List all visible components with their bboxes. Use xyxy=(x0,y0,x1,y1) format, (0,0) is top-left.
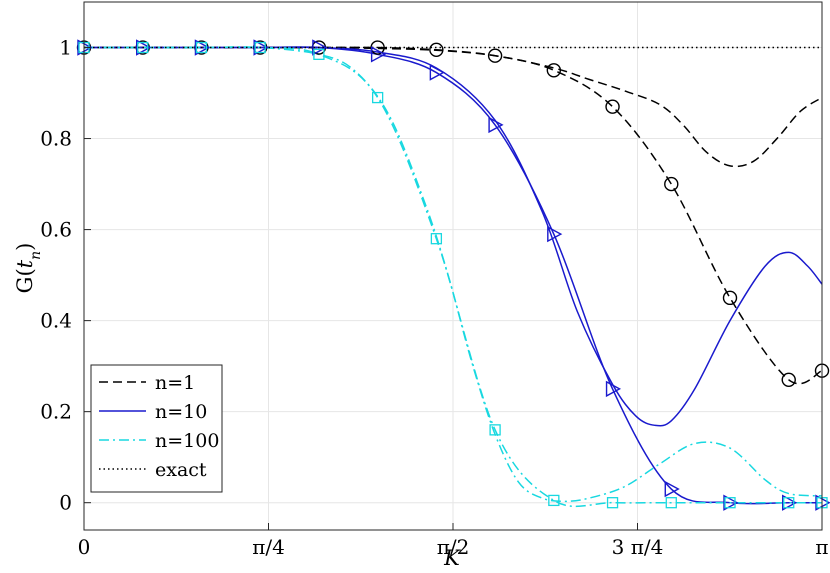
legend: n=1 n=10 n=100 exact xyxy=(90,364,223,493)
legend-box xyxy=(90,364,223,493)
marker-circle xyxy=(781,372,796,387)
series-line-n100-approx xyxy=(83,46,823,503)
marker-circle xyxy=(664,176,679,192)
marker-square xyxy=(371,91,384,104)
legend-label-exact: exact xyxy=(155,459,207,481)
legend-label-n100: n=100 xyxy=(155,430,219,452)
y-tick-label: 1 xyxy=(59,36,72,60)
marker-square xyxy=(606,497,619,509)
marker-square xyxy=(548,494,560,507)
y-tick-label: 0.4 xyxy=(40,309,72,333)
marker-square xyxy=(430,233,443,245)
marker-triangle xyxy=(664,480,680,498)
marker-circle xyxy=(546,63,562,78)
marker-triangle xyxy=(370,46,387,63)
axis-ticks xyxy=(83,47,823,530)
y-tick-label: 0 xyxy=(59,491,72,515)
marker-square xyxy=(195,41,208,54)
marker-triangle xyxy=(312,39,328,56)
x-tick-label: 0 xyxy=(78,535,91,559)
marker-circle xyxy=(429,42,444,57)
marker-triangle xyxy=(605,380,622,398)
marker-square xyxy=(783,497,795,509)
marker-circle xyxy=(722,290,738,306)
y-axis-label: G(tn) xyxy=(13,243,44,294)
marker-square xyxy=(489,424,501,436)
marker-square xyxy=(137,41,149,54)
marker-square xyxy=(724,497,736,509)
marker-triangle xyxy=(723,494,739,511)
y-tick-label: 0.2 xyxy=(40,400,72,424)
marker-triangle xyxy=(136,39,152,56)
x-tick-label: π xyxy=(815,535,828,559)
legend-label-n10: n=10 xyxy=(155,401,207,423)
marker-circle xyxy=(605,99,620,114)
x-axis-label: K xyxy=(443,546,461,570)
marker-square xyxy=(254,41,266,54)
marker-triangle xyxy=(429,64,445,81)
marker-triangle xyxy=(782,494,798,511)
marker-triangle xyxy=(253,39,269,56)
legend-label-n1: n=1 xyxy=(155,372,195,394)
x-tick-label: 3 π/4 xyxy=(612,535,664,559)
marker-triangle xyxy=(547,225,563,243)
marker-square xyxy=(665,497,677,509)
marker-circle xyxy=(487,48,503,63)
marker-triangle xyxy=(488,116,504,134)
marker-square xyxy=(313,48,325,60)
marker-triangle xyxy=(194,39,210,56)
y-tick-label: 0.8 xyxy=(40,127,72,151)
y-tick-label: 0.6 xyxy=(40,218,72,242)
x-tick-label: π/2 xyxy=(437,535,470,559)
x-tick-label: π/4 xyxy=(252,535,285,559)
series-line-n100-markers xyxy=(83,46,822,508)
tick-labels: 0 π/4 π/2 3 π/4 π 0 0.2 0.4 0.6 0.8 1 xyxy=(40,36,828,559)
